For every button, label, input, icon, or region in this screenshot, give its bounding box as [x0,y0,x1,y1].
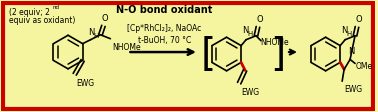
Text: t-BuOH, 70 °C: t-BuOH, 70 °C [138,36,191,45]
Text: ]: ] [270,36,285,74]
Text: O: O [356,15,362,24]
Text: [Cp*RhCl₂]₂, NaOAc: [Cp*RhCl₂]₂, NaOAc [127,24,201,33]
Text: nd: nd [52,5,59,10]
Text: H: H [248,31,253,37]
Text: EWG: EWG [77,79,95,88]
Text: equiv as oxidant): equiv as oxidant) [9,15,75,25]
Text: NHOMe: NHOMe [260,38,288,47]
Text: EWG: EWG [241,88,259,97]
Text: (2 equiv; 2: (2 equiv; 2 [9,8,50,17]
Text: O: O [101,14,108,23]
Text: EWG: EWG [344,85,362,94]
Text: H: H [93,33,98,39]
Text: N: N [348,47,354,56]
Text: N: N [242,26,248,35]
Text: O: O [257,15,263,24]
Text: [: [ [201,36,216,74]
Text: H: H [347,31,352,37]
Text: N: N [88,28,95,37]
Text: N-O bond oxidant: N-O bond oxidant [116,5,212,15]
Text: N: N [341,26,347,35]
Text: OMe: OMe [356,62,373,71]
Text: NHOMe: NHOMe [112,43,141,52]
